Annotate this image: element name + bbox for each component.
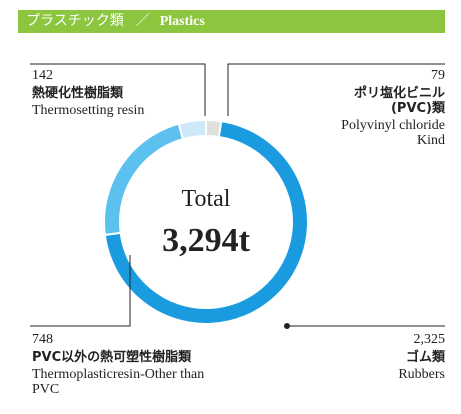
total-label: 3,294t [162,222,250,259]
english-label: Polyvinyl chloride Kind [341,118,445,148]
segment-label: 79 ポリ塩化ビニル(PVC)類 Polyvinyl chloride Kind [335,68,445,148]
english-label: Thermosetting resin [32,103,145,118]
donut [103,118,309,325]
leader-dot [284,323,290,329]
category-label: 熱硬化性樹脂類 [32,86,124,101]
subtitle: Plastics [159,14,205,29]
title: プラスチック類 [26,13,124,29]
category-label: PVC以外の熱可塑性樹脂類 [32,350,192,365]
segment-label: 748 PVC以外の熱可塑性樹脂類 Thermoplasticresin-Other… [32,332,232,397]
leader-line [227,63,445,116]
header: プラスチック類 ／ Plastics [18,10,445,33]
donut-segment [177,118,207,141]
english-label: Rubbers [398,367,445,382]
separator: ／ [135,13,150,29]
value-label: 748 [32,332,53,347]
segment-label: 2,325 ゴム類 Rubbers [305,332,445,382]
category-label: ゴム類 [405,350,445,365]
leader-lines [30,63,445,329]
donut-segment [103,122,185,237]
category-label: ポリ塩化ビニル(PVC)類 [353,86,445,116]
english-label: Thermoplasticresin-Other than PVC [32,367,205,397]
segment-label: 142 熱硬化性樹脂類 Thermosetting resin [32,68,152,118]
leader-line [30,255,131,327]
leader-line [30,63,206,116]
value-label: 79 [431,68,445,83]
value-label: 142 [32,68,53,83]
value-label: 2,325 [413,332,446,347]
center-label: Total [181,186,231,212]
